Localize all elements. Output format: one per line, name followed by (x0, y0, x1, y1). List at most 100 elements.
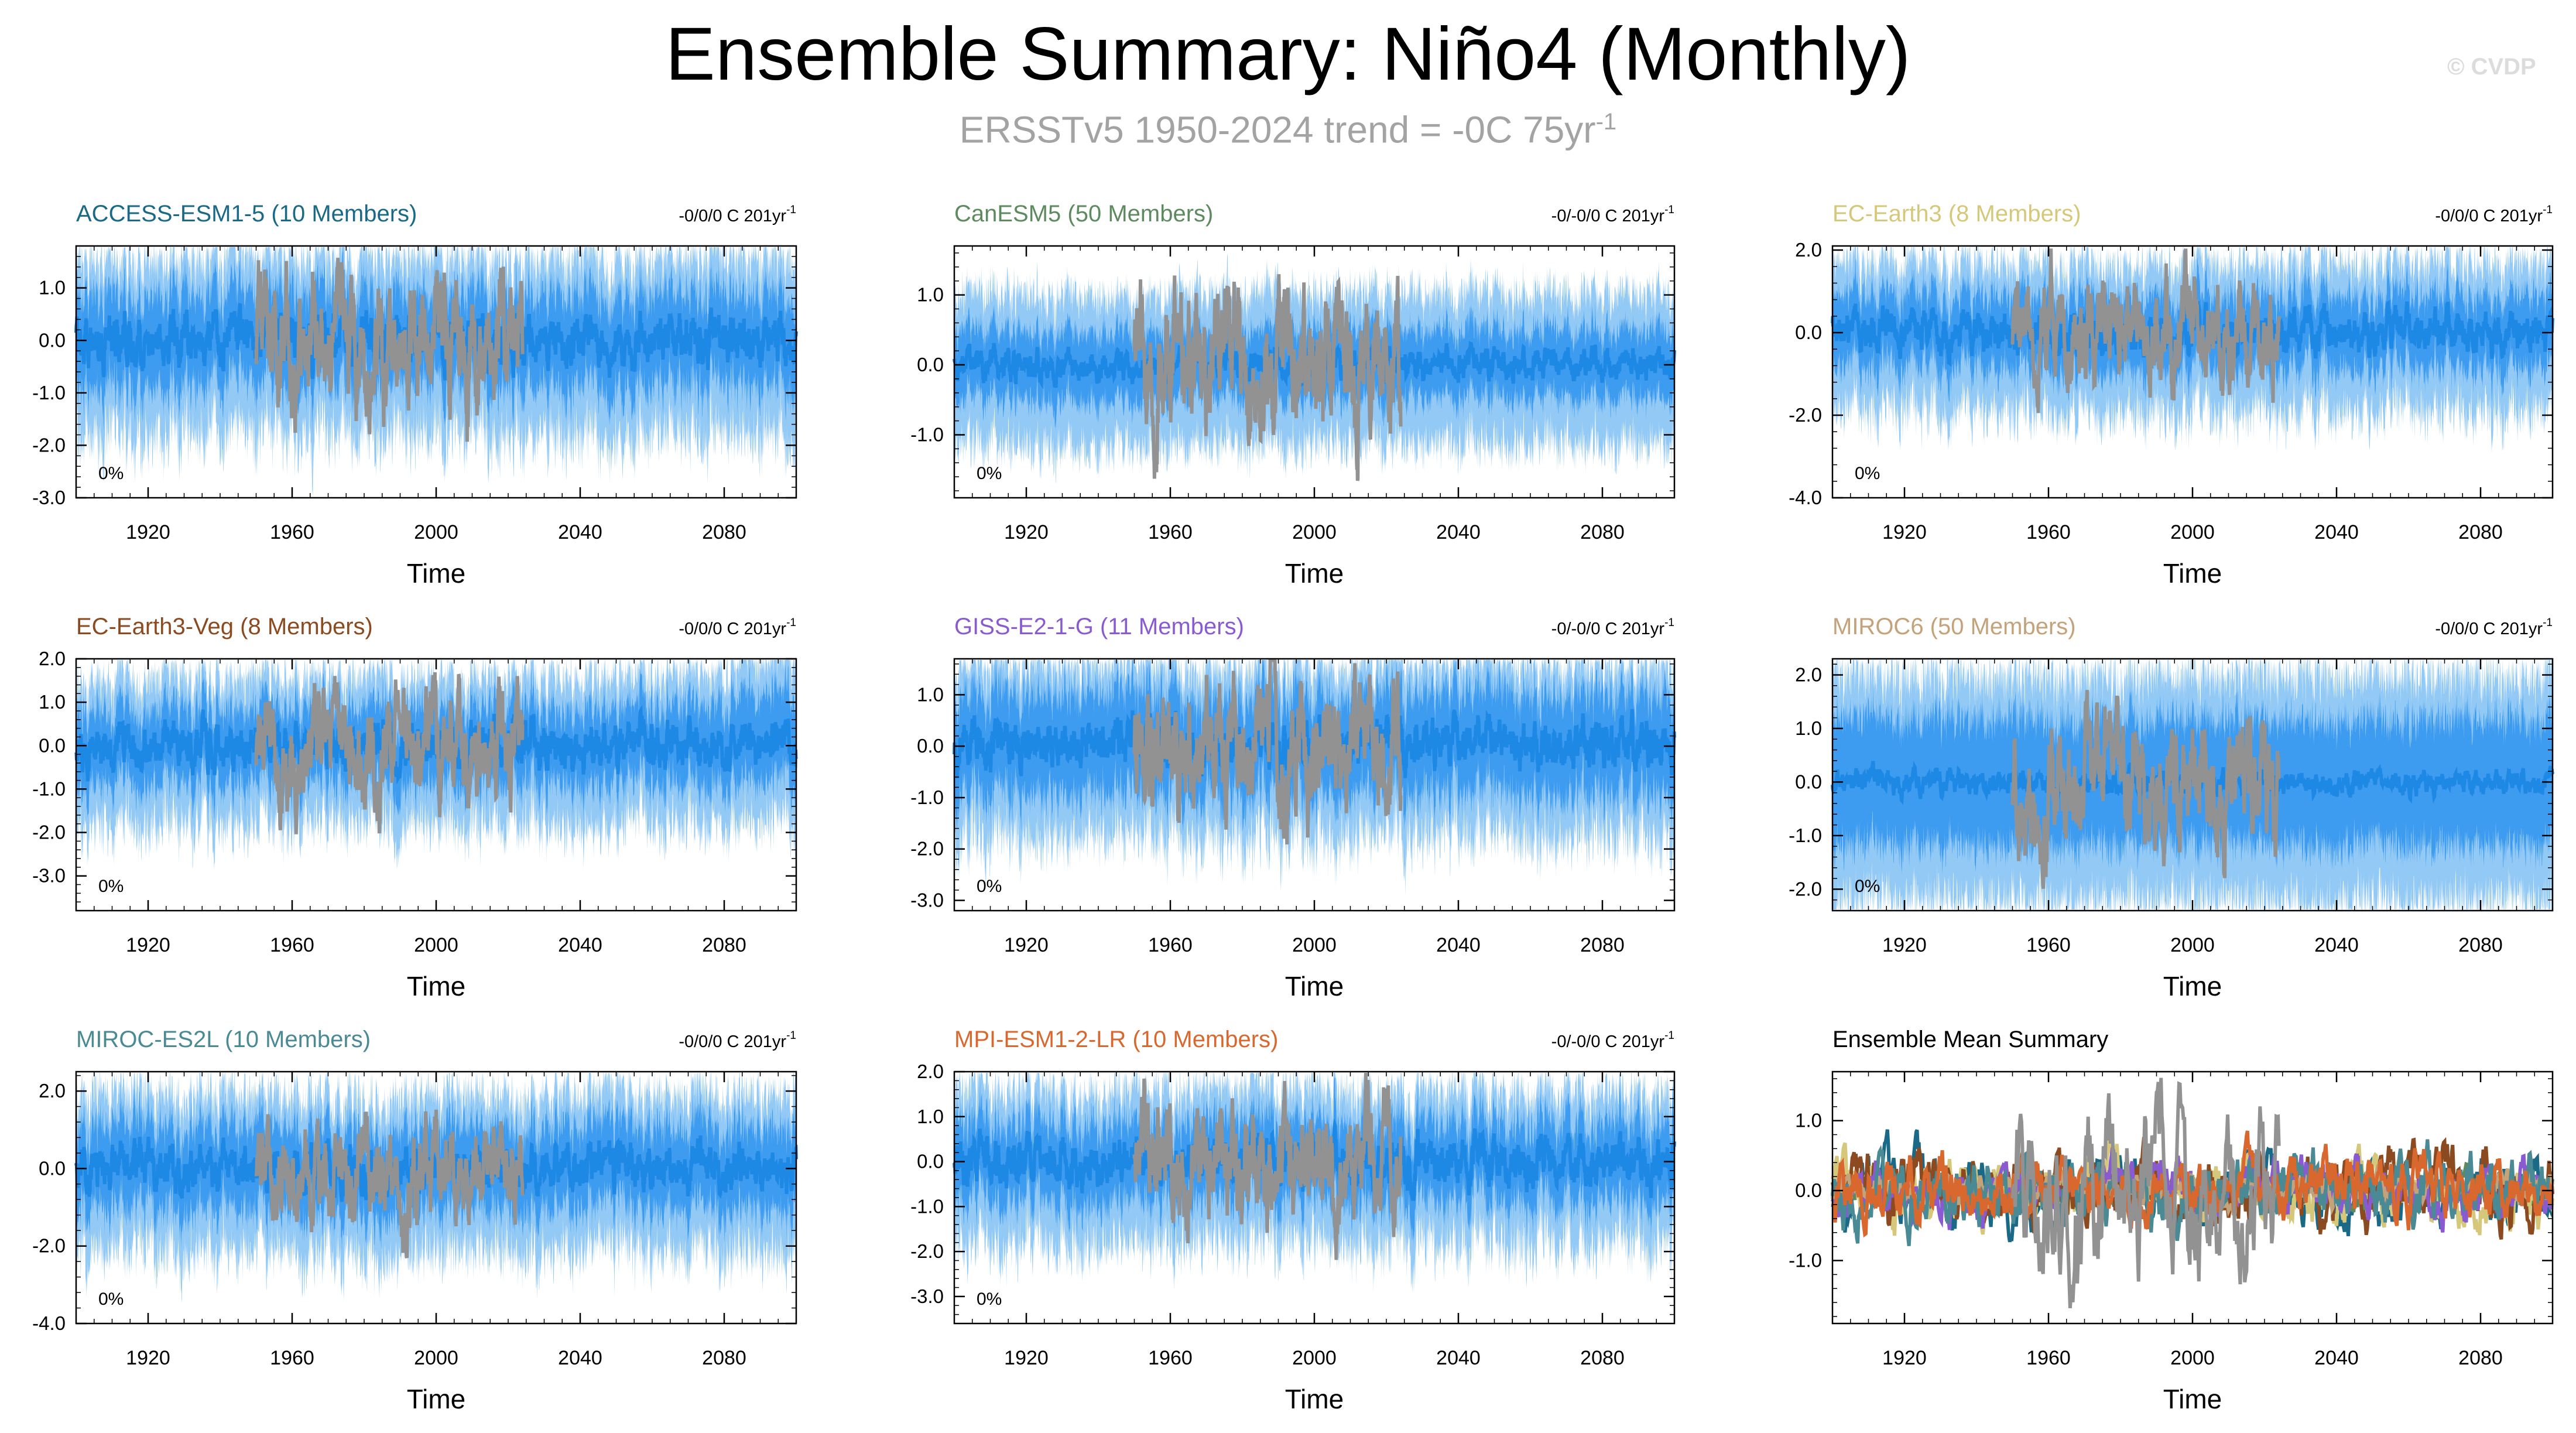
trend-superscript: -1 (1664, 1030, 1674, 1042)
y-tick-label: -1.0 (32, 778, 66, 799)
ensemble-mean-line (74, 1135, 798, 1203)
percent-label: 0% (1855, 464, 1880, 483)
y-tick-label: 0.0 (1795, 771, 1822, 792)
x-tick-label: 2040 (1436, 521, 1481, 543)
ensemble-mean-line (74, 296, 798, 381)
trend-text: -0/-0/0 C 201yr (1551, 620, 1665, 638)
trend-label: -0/-0/0 C 201yr-1 (1551, 1030, 1674, 1051)
trend-text: -0/0/0 C 201yr (2435, 620, 2543, 638)
panel-mpi-esm1-2-lr: MPI-ESM1-2-LR (10 Members) -0/-0/0 C 201y… (910, 1027, 1676, 1414)
y-tick-label: 0.0 (917, 1151, 944, 1172)
x-tick-label: 2040 (558, 521, 602, 543)
x-tick-label: 2040 (558, 934, 602, 956)
panel-title: MPI-ESM1-2-LR (10 Members) (954, 1027, 1278, 1052)
x-tick-label: 1960 (270, 1347, 314, 1369)
x-tick-label: 2000 (414, 934, 458, 956)
x-tick-label: 1920 (126, 934, 170, 956)
y-tick-label: 0.0 (1795, 1179, 1822, 1201)
observations-line (254, 258, 525, 442)
x-tick-label: 1920 (126, 521, 170, 543)
y-tick-label: 0.0 (39, 734, 66, 756)
x-tick-label: 1960 (2026, 521, 2071, 543)
y-tick-label: 1.0 (1795, 1110, 1822, 1131)
y-tick-label: 1.0 (917, 284, 944, 306)
x-tick-label: 2000 (2170, 934, 2215, 956)
y-tick-label: 2.0 (1795, 664, 1822, 685)
percent-label: 0% (98, 464, 124, 483)
percent-label: 0% (977, 877, 1002, 896)
trend-superscript: -1 (2543, 617, 2553, 629)
figure-subtitle: ERSSTv5 1950-2024 trend = -0C 75yr-1 (0, 98, 2576, 153)
y-tick-label: -1.0 (910, 424, 944, 446)
x-tick-label: 1920 (1882, 521, 1927, 543)
x-tick-label: 2080 (2458, 521, 2503, 543)
x-tick-label: 1960 (1148, 934, 1193, 956)
x-tick-label: 2000 (1292, 521, 1337, 543)
y-tick-label: 0.0 (1795, 322, 1822, 343)
x-tick-label: 2040 (558, 1347, 602, 1369)
x-tick-label: 1920 (1004, 521, 1049, 543)
panel-miroc-es2l: MIROC-ES2L (10 Members) -0/0/0 C 201yr-1 0… (32, 1027, 798, 1414)
x-tick-label: 2080 (1580, 521, 1625, 543)
y-tick-label: -1.0 (32, 382, 66, 403)
x-tick-label: 1960 (2026, 1347, 2071, 1369)
x-axis-title: Time (1285, 558, 1344, 589)
y-tick-label: -3.0 (910, 889, 944, 911)
observations-line (254, 1109, 525, 1259)
x-tick-label: 2040 (2314, 1347, 2359, 1369)
x-tick-label: 1960 (270, 521, 314, 543)
trend-label: -0/0/0 C 201yr-1 (2435, 204, 2553, 225)
y-tick-label: 0.0 (917, 354, 944, 375)
y-tick-label: 1.0 (917, 683, 944, 705)
panel-title: MIROC-ES2L (10 Members) (76, 1027, 371, 1052)
trend-superscript: -1 (786, 617, 796, 629)
observations-line (1132, 1072, 1403, 1260)
x-tick-label: 2040 (2314, 934, 2359, 956)
trend-text: -0/-0/0 C 201yr (1551, 207, 1665, 225)
y-tick-label: -1.0 (1789, 825, 1822, 846)
x-tick-label: 2080 (702, 1347, 746, 1369)
x-axis-title: Time (407, 558, 466, 589)
x-tick-label: 2040 (1436, 1347, 1481, 1369)
y-tick-label: 2.0 (1795, 239, 1822, 261)
x-tick-label: 2040 (2314, 521, 2359, 543)
panel-miroc6: MIROC6 (50 Members) -0/0/0 C 201yr-1 0% 192… (1789, 614, 2554, 1001)
x-tick-label: 2080 (702, 521, 746, 543)
x-tick-label: 2000 (1292, 1347, 1337, 1369)
x-tick-label: 2080 (2458, 934, 2503, 956)
observations-line (1132, 658, 1403, 844)
y-tick-label: -2.0 (1789, 404, 1822, 426)
y-tick-label: 2.0 (917, 1061, 944, 1082)
x-tick-label: 1920 (126, 1347, 170, 1369)
observations-line (1132, 274, 1403, 481)
trend-label: -0/-0/0 C 201yr-1 (1551, 204, 1674, 225)
x-tick-label: 2080 (702, 934, 746, 956)
x-axis-title: Time (1285, 1384, 1344, 1414)
y-tick-label: -3.0 (32, 487, 66, 508)
panel-title: ACCESS-ESM1-5 (10 Members) (76, 201, 417, 227)
y-tick-label: 1.0 (1795, 717, 1822, 739)
y-tick-label: -4.0 (32, 1312, 66, 1334)
trend-label: -0/0/0 C 201yr-1 (679, 1030, 796, 1051)
observations-line (254, 672, 525, 835)
x-tick-label: 1920 (1004, 934, 1049, 956)
y-tick-label: -4.0 (1789, 487, 1822, 508)
y-tick-label: 2.0 (39, 648, 66, 669)
panel-title: EC-Earth3-Veg (8 Members) (76, 614, 373, 639)
x-tick-label: 2080 (1580, 1347, 1625, 1369)
y-tick-label: -1.0 (910, 786, 944, 808)
y-tick-label: -1.0 (1789, 1250, 1822, 1271)
x-tick-label: 1920 (1882, 1347, 1927, 1369)
percent-label: 0% (977, 464, 1002, 483)
x-tick-label: 2000 (1292, 934, 1337, 956)
x-tick-label: 1920 (1004, 1347, 1049, 1369)
panel-ec-earth3: EC-Earth3 (8 Members) -0/0/0 C 201yr-1 0% 1… (1789, 201, 2554, 589)
x-tick-label: 1960 (1148, 1347, 1193, 1369)
x-tick-label: 2080 (2458, 1347, 2503, 1369)
x-tick-label: 2000 (414, 1347, 458, 1369)
trend-label: -0/0/0 C 201yr-1 (2435, 617, 2553, 638)
x-axis-title: Time (2163, 1384, 2222, 1414)
spread-inner-band (76, 247, 796, 436)
percent-label: 0% (977, 1290, 1002, 1309)
